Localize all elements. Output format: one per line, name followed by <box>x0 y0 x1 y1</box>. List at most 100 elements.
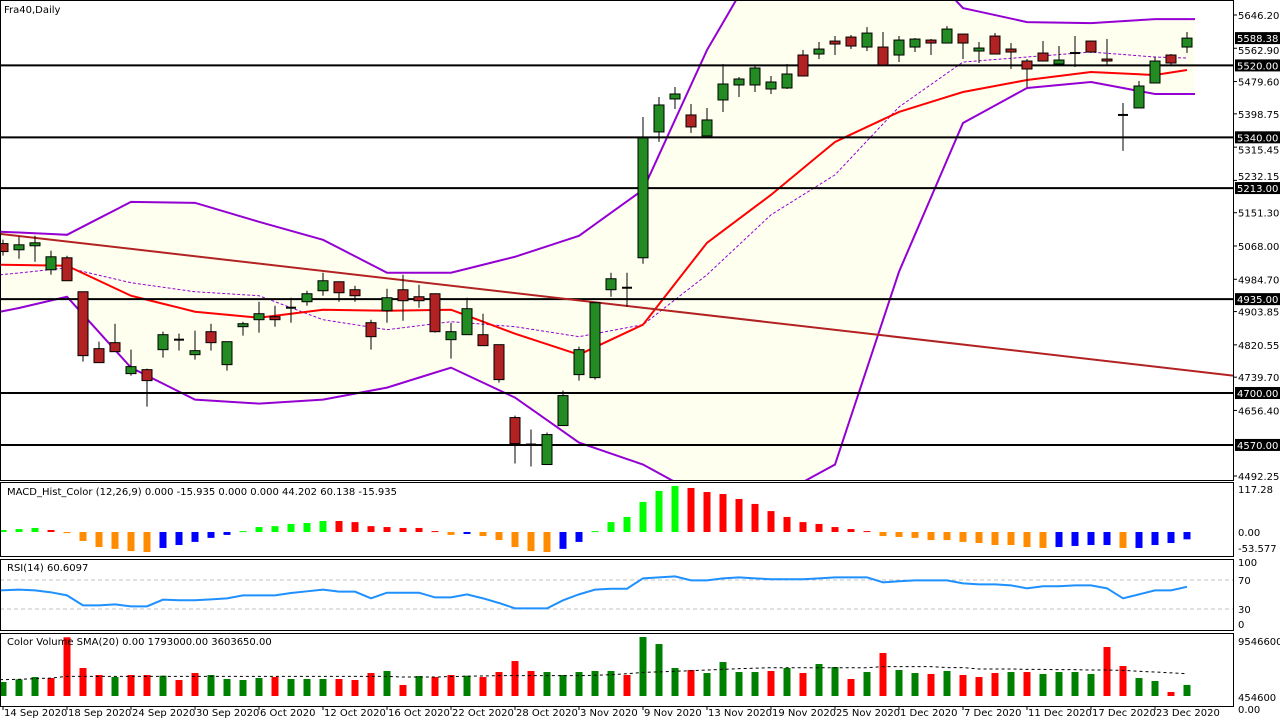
level-price-label-bg <box>1235 438 1280 451</box>
candle <box>1021 59 1033 87</box>
volume-bar <box>655 644 663 696</box>
candle-body <box>189 350 201 356</box>
candle-body <box>45 256 57 271</box>
candle <box>509 415 521 464</box>
macd-histogram-bar <box>1151 532 1159 546</box>
candle-body <box>589 302 601 379</box>
candle <box>1037 41 1049 62</box>
macd-histogram-bar <box>223 532 231 535</box>
macd-histogram-bar <box>607 522 615 532</box>
macd-histogram-bar <box>879 532 887 537</box>
price-panel[interactable] <box>0 0 1233 499</box>
current-price-label: 5588.38 <box>1237 34 1278 45</box>
macd-histogram-bar <box>719 494 727 532</box>
candle <box>1085 40 1097 54</box>
date-tick-label: 9 Nov 2020 <box>644 708 702 719</box>
level-price-label-bg <box>1235 59 1280 72</box>
macd-histogram-bar <box>63 532 71 534</box>
candle <box>174 333 184 351</box>
candle-body <box>205 331 217 344</box>
date-tick-label: 12 Oct 2020 <box>324 708 386 719</box>
macd-histogram-bar <box>911 532 919 538</box>
candle <box>301 290 313 306</box>
macd-panel[interactable] <box>0 485 1191 553</box>
candle <box>909 38 921 53</box>
volume-bar <box>1135 678 1143 696</box>
panel-border <box>0 559 1234 631</box>
candle-body <box>1181 37 1193 48</box>
date-tick-label: 25 Nov 2020 <box>836 708 900 719</box>
candle-body <box>893 39 905 56</box>
volume-bar <box>671 668 679 696</box>
date-tick-label: 3 Nov 2020 <box>580 708 638 719</box>
volume-bar <box>63 637 71 696</box>
candle-body <box>381 297 393 312</box>
candle <box>541 432 553 466</box>
volume-panel[interactable] <box>0 637 1191 696</box>
candle-body <box>557 395 569 427</box>
price-tick-label: 5232.15 <box>1238 172 1279 183</box>
candle-body <box>445 331 457 341</box>
macd-histogram-bar <box>255 527 263 532</box>
volume-bar <box>463 675 471 696</box>
level-price-label-bg <box>1235 182 1280 195</box>
candle-body <box>877 46 889 66</box>
candle-body <box>301 293 313 303</box>
date-tick-label: 19 Nov 2020 <box>772 708 836 719</box>
volume-bar <box>703 673 711 696</box>
volume-bar <box>511 661 519 696</box>
candle <box>189 330 201 360</box>
price-tick-label: 5562.90 <box>1238 46 1279 57</box>
date-tick-label: 11 Dec 2020 <box>1028 708 1092 719</box>
volume-bar <box>543 672 551 696</box>
volume-bar <box>79 668 87 696</box>
macd-histogram-bar <box>0 529 7 532</box>
candle <box>253 301 265 333</box>
rsi-panel[interactable] <box>0 575 1233 610</box>
candle <box>669 86 681 109</box>
candle-body <box>829 40 841 45</box>
candle <box>1133 80 1145 109</box>
candle-body <box>493 344 505 381</box>
volume-bar <box>255 678 263 696</box>
macd-histogram-bar <box>367 526 375 532</box>
candle <box>1118 102 1128 151</box>
bollinger-middle-line <box>0 51 1188 338</box>
macd-histogram-bar <box>47 529 55 532</box>
macd-histogram-bar <box>95 532 103 548</box>
candle <box>717 64 729 112</box>
macd-histogram-bar <box>575 532 583 542</box>
candle-body <box>1037 52 1049 62</box>
macd-histogram-bar <box>111 532 119 549</box>
macd-histogram-bar <box>847 529 855 532</box>
volume-bar <box>847 679 855 696</box>
date-tick-label: 6 Oct 2020 <box>260 708 315 719</box>
rsi-axis-label: 100 <box>1238 558 1257 569</box>
trendline <box>0 232 1233 377</box>
date-tick-label: 7 Dec 2020 <box>964 708 1022 719</box>
candle-body <box>429 293 441 333</box>
macd-histogram-bar <box>559 532 567 549</box>
candle <box>526 429 536 467</box>
price-tick-label: 4820.55 <box>1238 341 1279 352</box>
candle <box>653 96 665 142</box>
candle-body <box>1005 48 1017 53</box>
candle <box>61 255 73 282</box>
macd-histogram-bar <box>591 531 599 533</box>
macd-histogram-bar <box>143 532 151 553</box>
candle-body <box>413 296 425 302</box>
candle-body <box>717 83 729 101</box>
candle <box>605 272 617 297</box>
panel-border <box>0 633 1234 707</box>
macd-histogram-bar <box>351 522 359 532</box>
volume-bar <box>431 677 439 696</box>
macd-histogram-bar <box>271 526 279 532</box>
candle <box>622 272 632 307</box>
candle <box>1165 54 1177 66</box>
volume-bar <box>0 681 7 696</box>
price-tick-label: 5646.20 <box>1238 11 1279 22</box>
volume-bar <box>1087 673 1095 696</box>
price-tick-label: 5315.45 <box>1238 145 1279 156</box>
